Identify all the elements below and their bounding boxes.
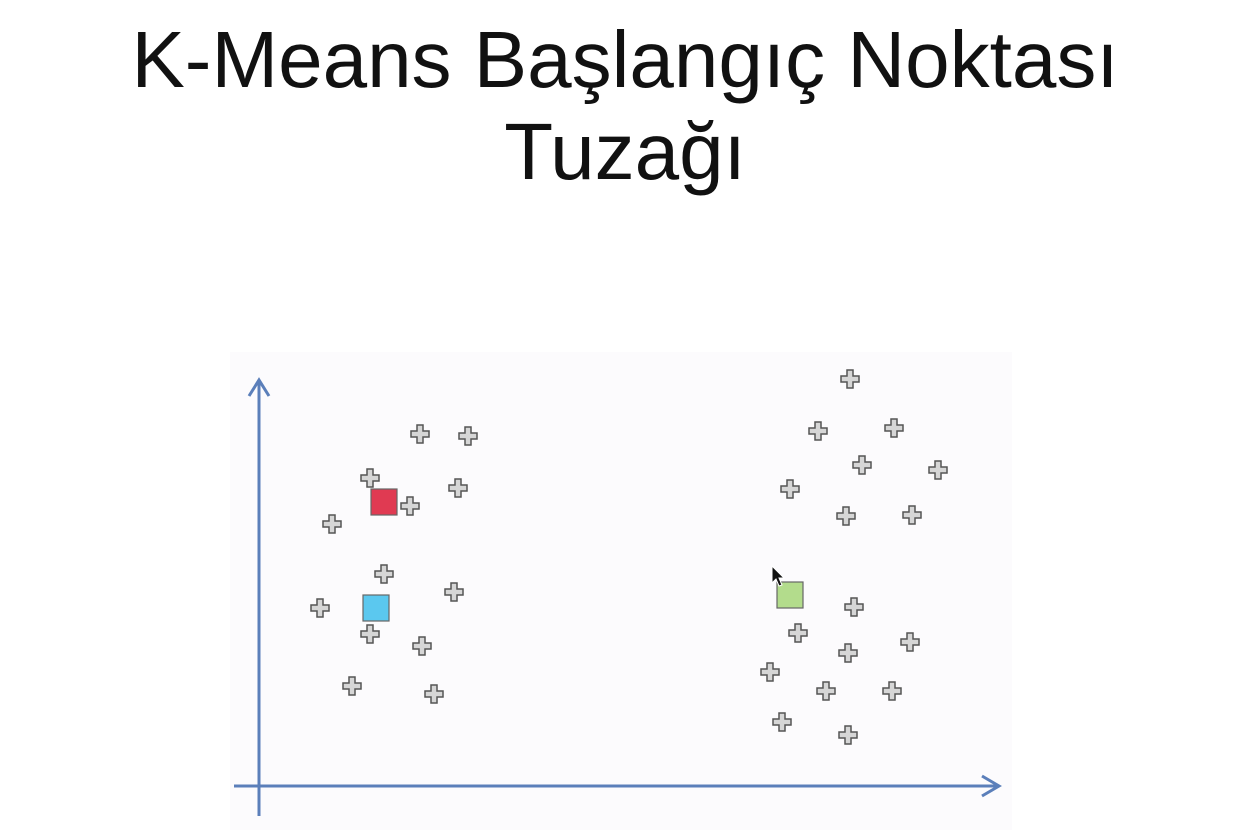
data-point-13 <box>424 684 444 704</box>
data-point-6 <box>322 514 342 534</box>
data-point-15 <box>808 421 828 441</box>
data-point-1 <box>410 424 430 444</box>
data-point-8 <box>444 582 464 602</box>
data-point-2 <box>458 426 478 446</box>
cursor-icon <box>771 564 786 587</box>
data-point-17 <box>852 455 872 475</box>
data-point-21 <box>902 505 922 525</box>
data-point-18 <box>928 460 948 480</box>
data-point-27 <box>816 681 836 701</box>
data-point-23 <box>788 623 808 643</box>
data-point-26 <box>760 662 780 682</box>
data-point-10 <box>360 624 380 644</box>
data-point-14 <box>840 369 860 389</box>
data-point-19 <box>780 479 800 499</box>
centroid-green <box>776 581 804 609</box>
data-point-29 <box>772 712 792 732</box>
data-point-7 <box>374 564 394 584</box>
data-point-24 <box>900 632 920 652</box>
centroid-red <box>370 488 398 516</box>
slide-title-line-2: Tuzağı <box>504 107 746 196</box>
axes <box>234 377 1002 816</box>
centroid-blue <box>362 594 390 622</box>
data-point-5 <box>400 496 420 516</box>
data-point-9 <box>310 598 330 618</box>
data-points <box>310 369 948 745</box>
mouse-cursor <box>771 564 786 587</box>
data-point-22 <box>844 597 864 617</box>
kmeans-diagram <box>222 352 1012 830</box>
data-point-4 <box>448 478 468 498</box>
data-point-16 <box>884 418 904 438</box>
plot-background <box>230 352 1012 830</box>
data-point-28 <box>882 681 902 701</box>
data-point-30 <box>838 725 858 745</box>
y-axis-arrowhead <box>247 377 271 397</box>
data-point-3 <box>360 468 380 488</box>
x-axis-arrowhead <box>981 774 1002 798</box>
scatter-plot <box>230 352 1012 830</box>
data-point-12 <box>342 676 362 696</box>
data-point-25 <box>838 643 858 663</box>
slide-title: K-Means Başlangıç Noktası Tuzağı <box>0 14 1250 198</box>
data-point-20 <box>836 506 856 526</box>
centroids <box>362 488 804 622</box>
data-point-11 <box>412 636 432 656</box>
slide-title-line-1: K-Means Başlangıç Noktası <box>131 15 1119 104</box>
